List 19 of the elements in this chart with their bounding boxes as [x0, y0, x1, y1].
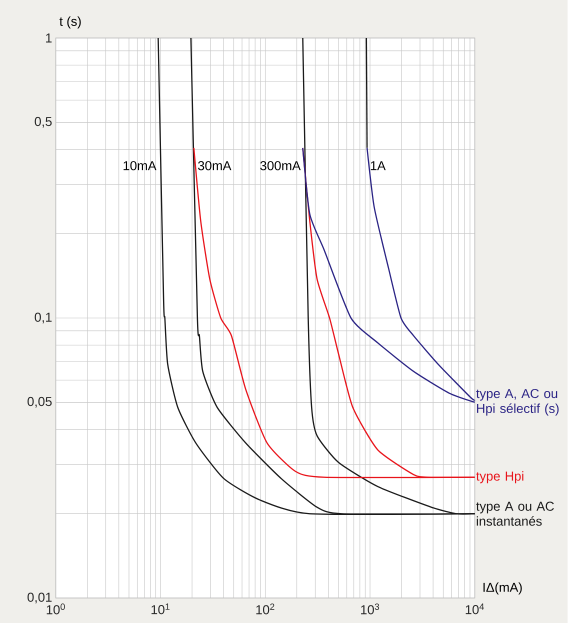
x-tick-label: 10$^{4}$ — [466, 604, 484, 614]
series-label: type A ou AC instantanés — [476, 502, 554, 526]
y-tick-label: 0,05 — [28, 396, 52, 408]
series-label: type Hpi — [476, 471, 524, 484]
x-tick-label: 10$^{1}$ — [152, 604, 170, 614]
y-tick-label: 0,5 — [34, 116, 52, 128]
annotation: 10mA — [124, 161, 157, 170]
x-tick-label: 10$^{0}$ — [46, 604, 65, 614]
x-tick-label: 10$^{2}$ — [256, 604, 274, 614]
annotation: 300mA — [260, 161, 301, 170]
y-tick-label: 0,1 — [34, 312, 52, 324]
series-label: type A, AC ou Hpi sélectif (s) — [476, 388, 559, 416]
y-tick-label: 1 — [46, 34, 52, 42]
y-tick-label: 0,01 — [28, 592, 52, 604]
y-axis-title: t (s) — [60, 16, 81, 28]
annotation: 1A — [370, 161, 386, 170]
x-tick-label: 10$^{3}$ — [361, 604, 380, 614]
annotation: 30mA — [198, 161, 232, 170]
x-axis-title: IΔ(mA) — [484, 582, 522, 594]
